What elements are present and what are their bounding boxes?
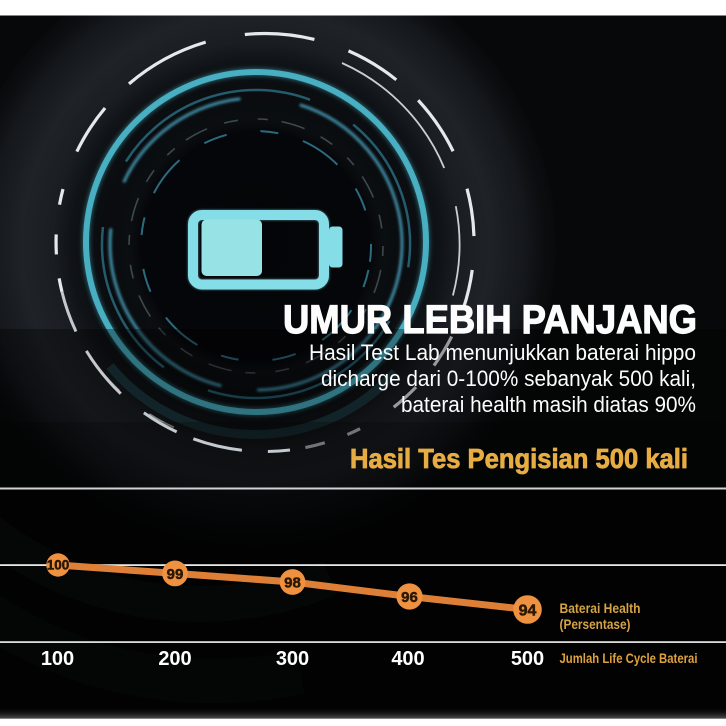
- svg-text:Hasil Test Lab menunjukkan bat: Hasil Test Lab menunjukkan baterai hippo: [309, 340, 696, 365]
- svg-text:100: 100: [47, 558, 70, 573]
- svg-text:baterai health masih diatas 90: baterai health masih diatas 90%: [401, 392, 696, 417]
- svg-text:(Persentase): (Persentase): [560, 616, 631, 632]
- svg-text:500: 500: [511, 648, 544, 670]
- svg-text:100: 100: [41, 648, 74, 670]
- svg-text:98: 98: [284, 574, 301, 591]
- svg-text:99: 99: [167, 566, 184, 583]
- svg-text:200: 200: [158, 648, 191, 670]
- svg-text:Baterai Health: Baterai Health: [560, 600, 641, 616]
- svg-text:96: 96: [401, 589, 418, 606]
- svg-text:dicharge dari 0-100% sebanyak: dicharge dari 0-100% sebanyak 500 kali,: [321, 366, 696, 391]
- svg-text:Hasil Tes Pengisian 500 kali: Hasil Tes Pengisian 500 kali: [350, 443, 688, 474]
- svg-text:Jumlah Life Cycle Baterai: Jumlah Life Cycle Baterai: [560, 650, 698, 666]
- svg-text:300: 300: [276, 648, 309, 670]
- svg-text:400: 400: [391, 648, 424, 670]
- svg-text:UMUR LEBIH PANJANG: UMUR LEBIH PANJANG: [283, 298, 697, 342]
- svg-text:94: 94: [519, 602, 537, 619]
